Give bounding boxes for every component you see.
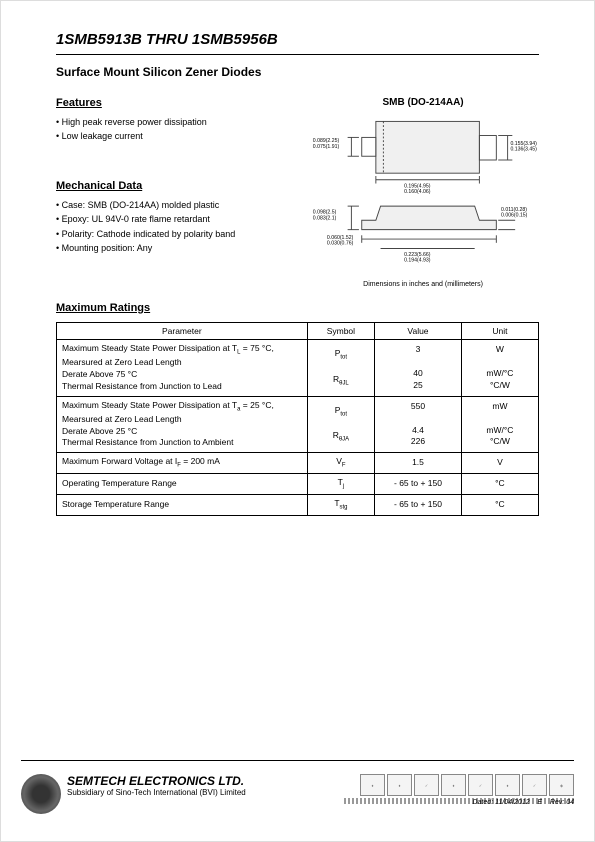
feature-item: High peak reverse power dissipation (56, 115, 307, 129)
table-row: Maximum Steady State Power Dissipation a… (57, 340, 539, 397)
footer-right: ♦ ♦ ✓ ♦ ✓ ♦ ✓ ◈ Dated: 11/04/2012 E Rev:… (344, 774, 574, 804)
badge-icon: ♦ (360, 774, 385, 796)
cell-unit: V (461, 453, 538, 474)
doc-title: 1SMB5913B THRU 1SMB5956B (56, 31, 539, 48)
dim-text: 0.136(3.45) (511, 147, 538, 153)
mechanical-item: Case: SMB (DO-214AA) molded plastic (56, 198, 307, 212)
footer-meta: Dated: 11/04/2012 E Rev: 04 (473, 799, 574, 806)
ratings-table: Parameter Symbol Value Unit Maximum Stea… (56, 322, 539, 516)
cell-unit: mWmW/°C°C/W (461, 396, 538, 453)
package-label: SMB (DO-214AA) (307, 97, 539, 108)
badge-icon: ✓ (468, 774, 493, 796)
col-value: Value (375, 323, 462, 340)
table-row: Operating Temperature RangeTj- 65 to + 1… (57, 474, 539, 495)
dim-text: 0.030(0.76) (327, 241, 354, 247)
footer-text-block: SEMTECH ELECTRONICS LTD. Subsidiary of S… (67, 774, 338, 797)
dim-text: 0.075(1.91) (313, 144, 340, 150)
badge-icon: ♦ (387, 774, 412, 796)
table-header-row: Parameter Symbol Value Unit (57, 323, 539, 340)
badge-icon: ♦ (441, 774, 466, 796)
cell-unit: °C (461, 474, 538, 495)
dim-text: 0.160(4.06) (404, 189, 431, 195)
cell-value: 5504.4226 (375, 396, 462, 453)
table-row: Storage Temperature RangeTstg- 65 to + 1… (57, 495, 539, 516)
mechanical-item: Epoxy: UL 94V-0 rate flame retardant (56, 212, 307, 226)
dated-label: Dated: (473, 799, 494, 806)
table-row: Maximum Steady State Power Dissipation a… (57, 396, 539, 453)
cell-unit: WmW/°C°C/W (461, 340, 538, 397)
ratings-heading: Maximum Ratings (56, 302, 539, 314)
col-parameter: Parameter (57, 323, 308, 340)
cell-parameter: Maximum Steady State Power Dissipation a… (57, 396, 308, 453)
mechanical-list: Case: SMB (DO-214AA) molded plastic Epox… (56, 198, 307, 256)
dim-text: 0.194(4.93) (404, 258, 431, 264)
dimension-caption: Dimensions in inches and (millimeters) (307, 281, 539, 288)
cell-symbol: VF (307, 453, 374, 474)
cell-symbol: PtotRθJA (307, 396, 374, 453)
rev-value: 04 (566, 799, 574, 806)
cell-parameter: Storage Temperature Range (57, 495, 308, 516)
cell-symbol: Tstg (307, 495, 374, 516)
rev-label: Rev: (550, 799, 564, 806)
cell-symbol: Tj (307, 474, 374, 495)
badge-icon: ◈ (549, 774, 574, 796)
page-frame: 1SMB5913B THRU 1SMB5956B Surface Mount S… (21, 1, 574, 761)
dim-text: 0.083(2.1) (313, 215, 337, 221)
company-subsidiary: Subsidiary of Sino-Tech International (B… (67, 788, 338, 797)
cell-value: - 65 to + 150 (375, 495, 462, 516)
cell-value: - 65 to + 150 (375, 474, 462, 495)
features-heading: Features (56, 97, 307, 109)
col-symbol: Symbol (307, 323, 374, 340)
mechanical-item: Mounting position: Any (56, 241, 307, 255)
feature-item: Low leakage current (56, 129, 307, 143)
upper-columns: Features High peak reverse power dissipa… (56, 97, 539, 288)
badge-icon: ✓ (414, 774, 439, 796)
cell-parameter: Maximum Forward Voltage at IF = 200 mA (57, 453, 308, 474)
badge-icon: ♦ (495, 774, 520, 796)
badge-icon: ✓ (522, 774, 547, 796)
dated-value: 11/04/2012 (495, 799, 530, 806)
certification-badges: ♦ ♦ ✓ ♦ ✓ ♦ ✓ ◈ (344, 774, 574, 796)
package-drawing: 0.089(2.25) 0.075(1.91) 0.155(3.94) 0.13… (307, 112, 539, 272)
col-unit: Unit (461, 323, 538, 340)
mechanical-heading: Mechanical Data (56, 180, 307, 192)
features-list: High peak reverse power dissipation Low … (56, 115, 307, 144)
left-column: Features High peak reverse power dissipa… (56, 97, 307, 288)
cell-parameter: Operating Temperature Range (57, 474, 308, 495)
title-rule (56, 54, 539, 55)
company-name: SEMTECH ELECTRONICS LTD. (67, 774, 338, 788)
cell-parameter: Maximum Steady State Power Dissipation a… (57, 340, 308, 397)
cell-value: 34025 (375, 340, 462, 397)
right-column: SMB (DO-214AA) (307, 97, 539, 288)
cell-symbol: PtotRθJL (307, 340, 374, 397)
page-footer: SEMTECH ELECTRONICS LTD. Subsidiary of S… (21, 774, 574, 829)
company-logo-icon (21, 774, 61, 814)
e-label: E (537, 799, 542, 806)
cell-value: 1.5 (375, 453, 462, 474)
doc-subtitle: Surface Mount Silicon Zener Diodes (56, 65, 539, 79)
dim-text: 0.006(0.15) (501, 212, 528, 218)
table-row: Maximum Forward Voltage at IF = 200 mAVF… (57, 453, 539, 474)
cell-unit: °C (461, 495, 538, 516)
mechanical-item: Polarity: Cathode indicated by polarity … (56, 227, 307, 241)
